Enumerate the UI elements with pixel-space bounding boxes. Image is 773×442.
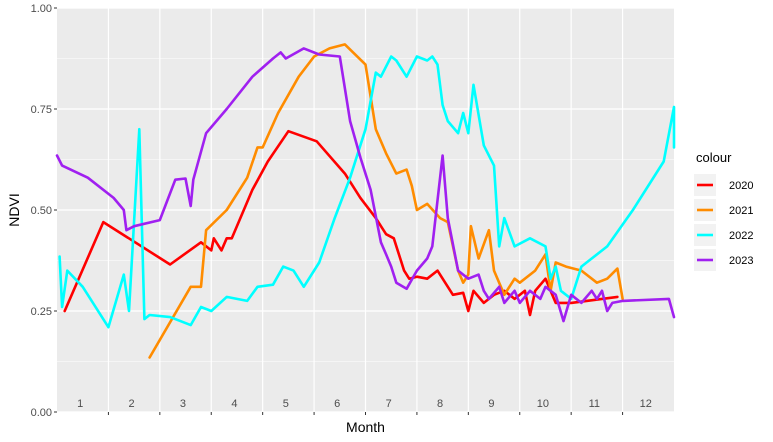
x-tick-label: 7 — [386, 398, 392, 410]
series-lines — [55, 43, 676, 359]
x-tick-label: 11 — [589, 398, 600, 410]
x-tick-labels: 1 2 3 4 5 6 7 8 9 10 11 12 — [77, 398, 652, 410]
y-tick-label: 0.00 — [31, 407, 52, 419]
y-tick-labels: 0.00 0.25 0.50 0.75 1.00 — [31, 3, 52, 419]
x-tick-label: 3 — [180, 398, 186, 410]
major-gridlines — [57, 7, 674, 413]
y-tick-label: 0.75 — [31, 104, 52, 116]
x-tick-label: 12 — [640, 398, 652, 410]
legend-label-2022: 2022 — [729, 230, 753, 242]
y-axis-title: NDVI — [6, 193, 22, 226]
y-tick-label: 0.25 — [31, 306, 52, 318]
x-axis-title: Month — [346, 419, 385, 435]
x-tick-label: 6 — [334, 398, 340, 410]
x-tick-label: 9 — [488, 398, 494, 410]
x-tick-label: 1 — [77, 398, 83, 410]
legend-label-2020: 2020 — [729, 180, 753, 192]
legend-label-2021: 2021 — [729, 205, 753, 217]
series-line-2023 — [55, 47, 676, 323]
x-tick-label: 10 — [537, 398, 549, 410]
series-line-2022 — [58, 55, 676, 329]
legend: colour 2020 2021 2022 2023 — [694, 150, 753, 271]
x-tick-label: 2 — [128, 398, 134, 410]
series-line-2020 — [63, 129, 619, 317]
x-tick-label: 5 — [283, 398, 289, 410]
x-tick-label: 8 — [437, 398, 443, 410]
x-tick-label: 4 — [231, 398, 237, 410]
axis-ticks — [54, 7, 624, 415]
legend-title: colour — [696, 150, 732, 165]
y-tick-label: 0.50 — [31, 205, 52, 217]
legend-label-2023: 2023 — [729, 255, 753, 267]
y-tick-label: 1.00 — [31, 3, 52, 15]
